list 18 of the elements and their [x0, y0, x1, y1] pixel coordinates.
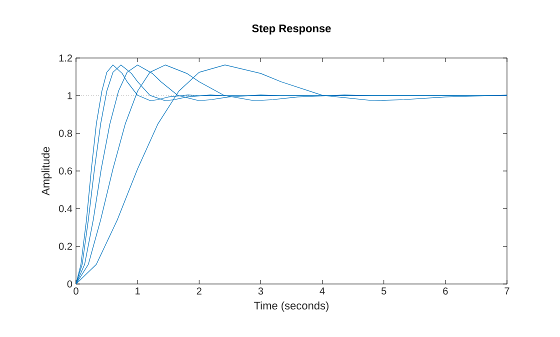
chart-title: Step Response	[252, 24, 331, 34]
y-tick-label: 0	[67, 280, 72, 288]
x-tick-label: 3	[258, 288, 264, 295]
y-axis-title: Amplitude	[41, 147, 52, 196]
y-tick-label: 1	[68, 92, 72, 100]
x-tick-label: 5	[381, 288, 386, 294]
x-axis-title: Time (seconds)	[254, 301, 328, 312]
y-tick-label: 0.4	[58, 205, 72, 212]
y-tick-label: 0.6	[58, 167, 72, 175]
x-tick-label: 6	[443, 288, 448, 295]
x-tick-label: 2	[196, 288, 202, 294]
x-tick-label: 0	[74, 288, 78, 295]
y-tick-label: 1.2	[59, 54, 72, 62]
y-tick-label: 0.8	[58, 130, 72, 137]
x-tick-label: 4	[320, 288, 325, 294]
x-tick-label: 1	[136, 288, 140, 294]
y-tick-label: 0.2	[58, 242, 72, 250]
x-tick-label: 7	[504, 288, 510, 294]
